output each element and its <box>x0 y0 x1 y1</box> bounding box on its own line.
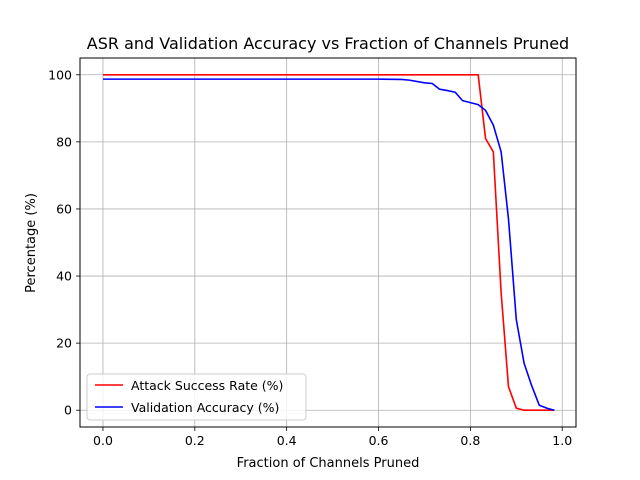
x-tick-label: 0.0 <box>93 433 113 448</box>
y-axis-label: Percentage (%) <box>24 193 39 293</box>
y-tick-label: 40 <box>56 269 72 284</box>
axis-ticks: 0.0 0.2 0.4 0.6 0.8 1.0 0 20 40 60 80 100 <box>48 67 572 448</box>
x-tick-label: 0.8 <box>460 433 480 448</box>
y-tick-label: 20 <box>56 336 72 351</box>
series-line-0 <box>102 73 555 412</box>
legend: Attack Success Rate (%) Validation Accur… <box>86 373 307 421</box>
y-tick-label: 60 <box>56 201 72 216</box>
series-lines <box>102 73 555 412</box>
y-tick-label: 80 <box>56 134 72 149</box>
plot-area-frame <box>79 57 577 428</box>
chart-title: ASR and Validation Accuracy vs Fraction … <box>87 34 569 53</box>
x-tick-label: 0.4 <box>277 433 297 448</box>
grid <box>80 58 576 427</box>
y-tick-label: 100 <box>48 67 72 82</box>
y-tick-label: 0 <box>64 403 72 418</box>
x-tick-label: 1.0 <box>552 433 572 448</box>
legend-label-validation-accuracy: Validation Accuracy (%) <box>131 400 279 415</box>
legend-label-attack-success-rate: Attack Success Rate (%) <box>131 378 283 393</box>
legend-box <box>86 373 307 421</box>
x-tick-label: 0.6 <box>369 433 389 448</box>
series-line-1 <box>102 78 555 412</box>
x-axis-label: Fraction of Channels Pruned <box>237 456 420 471</box>
x-tick-label: 0.2 <box>185 433 205 448</box>
